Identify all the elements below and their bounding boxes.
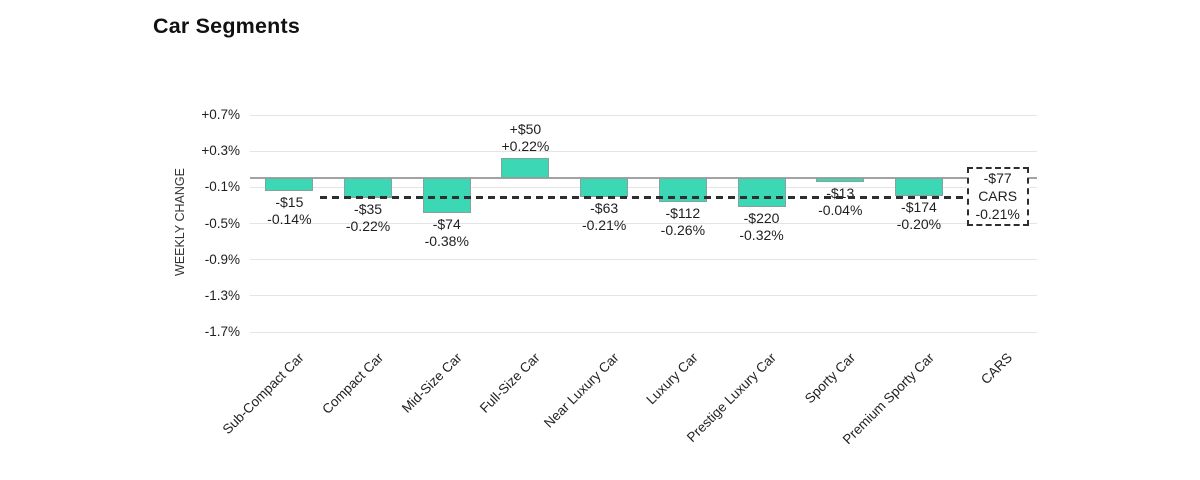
bar-dollar-value: -$63	[590, 200, 619, 217]
y-tick-label: +0.7%	[201, 107, 240, 122]
zero-axis-line	[250, 177, 1037, 180]
bar-premium-sporty-car	[894, 178, 943, 197]
bar-percent-value: -0.22%	[345, 218, 391, 235]
chart-title: Car Segments	[153, 14, 300, 38]
bar-percent-value: -0.04%	[818, 201, 863, 218]
bar-dollar-value: -$15	[275, 193, 304, 210]
gridline	[250, 259, 1037, 261]
x-label-compact-car: Compact Car	[318, 350, 386, 417]
x-label-sporty-car: Sporty Car	[801, 350, 858, 407]
gridline	[250, 186, 1037, 188]
y-tick-label: -0.5%	[204, 215, 240, 231]
bar-percent-value: -0.32%	[739, 227, 784, 244]
bar-label-premium-sporty-car: -$174 -0.20%	[859, 199, 979, 233]
y-tick-label: -0.9%	[204, 251, 240, 267]
gridline	[250, 223, 1037, 224]
bar-label-mid-size-car: -$74 -0.38%	[387, 216, 507, 250]
gridline	[250, 150, 1037, 152]
summary-percent-value: -0.21%	[975, 206, 1020, 223]
bar-sub-compact-car	[265, 178, 314, 191]
summary-category-label: CARS	[978, 188, 1018, 205]
bar-percent-value: -0.26%	[660, 221, 706, 238]
bar-near-luxury-car	[580, 178, 629, 198]
bar-percent-value: -0.20%	[896, 216, 942, 233]
bar-label-sub-compact-car: -$15 -0.14%	[229, 194, 349, 228]
y-tick-label: +0.3%	[201, 143, 240, 159]
bar-dollar-value: -$112	[665, 204, 701, 221]
bar-percent-value: -0.21%	[581, 217, 627, 234]
bar-label-full-size-car: +$50 +0.22%	[465, 121, 585, 155]
y-tick-label: -1.7%	[204, 324, 240, 339]
summary-dollar-value: -$77	[983, 170, 1012, 187]
x-label-mid-size-car: Mid-Size Car	[398, 350, 465, 416]
average-dashed-line	[320, 195, 967, 199]
bar-percent-value: -0.14%	[267, 210, 312, 227]
y-tick-label: -0.1%	[204, 179, 240, 195]
x-label-luxury-car: Luxury Car	[643, 350, 701, 408]
gridline	[250, 295, 1037, 297]
bar-dollar-value: +$50	[509, 121, 542, 138]
bar-mid-size-car	[422, 178, 471, 213]
bar-percent-value: +0.22%	[501, 138, 550, 155]
bar-dollar-value: -$35	[354, 201, 383, 218]
gridline	[250, 331, 1037, 333]
bar-label-luxury-car: -$112 -0.26%	[623, 205, 743, 239]
bar-percent-value: -0.38%	[424, 232, 469, 249]
gridline	[250, 114, 1037, 116]
x-label-cars: CARS	[978, 350, 1016, 388]
x-label-full-size-car: Full-Size Car	[477, 350, 544, 416]
bar-dollar-value: -$174	[901, 199, 937, 216]
x-label-near-luxury-car: Near Luxury Car	[541, 350, 622, 431]
bar-label-near-luxury-car: -$63 -0.21%	[544, 200, 664, 234]
x-label-prestige-luxury-car: Prestige Luxury Car	[684, 350, 780, 445]
x-label-sub-compact-car: Sub-Compact Car	[219, 350, 307, 438]
bar-sporty-car	[816, 178, 865, 182]
y-tick-label: -1.3%	[204, 287, 240, 303]
summary-box-cars: -$77 CARS -0.21%	[966, 167, 1029, 227]
bar-prestige-luxury-car	[737, 178, 786, 208]
bar-full-size-car	[501, 158, 550, 179]
bar-label-compact-car: -$35 -0.22%	[308, 201, 428, 235]
bar-dollar-value: -$74	[432, 215, 461, 232]
bar-dollar-value: -$220	[743, 210, 780, 227]
bar-label-prestige-luxury-car: -$220 -0.32%	[702, 210, 822, 244]
